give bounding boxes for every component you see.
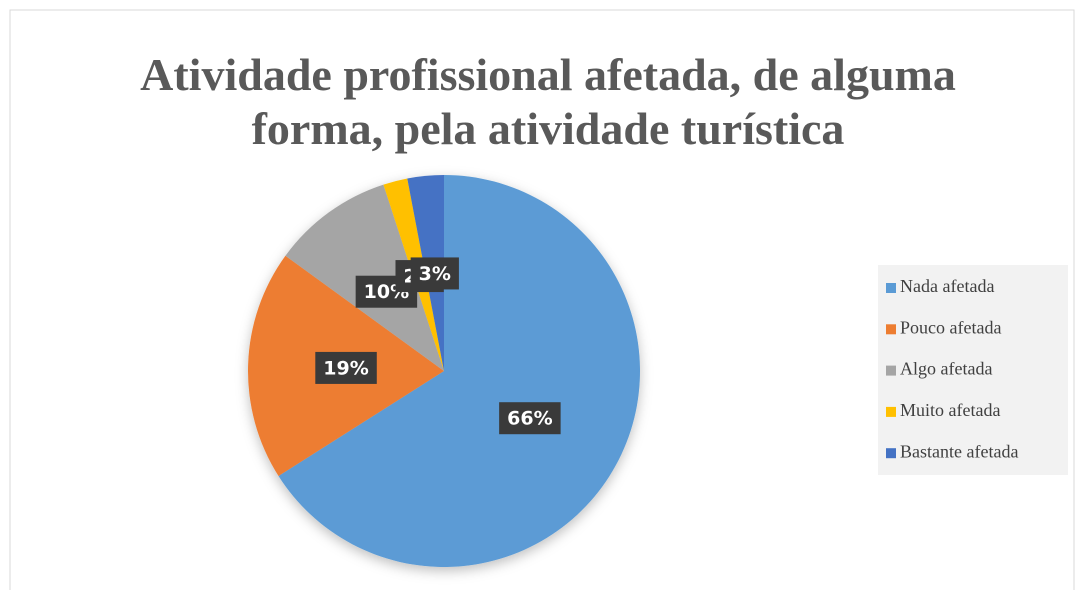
data-label-box (315, 351, 377, 384)
legend-label: Pouco afetada (900, 317, 1001, 337)
legend (878, 265, 1068, 475)
legend-swatch (886, 324, 896, 335)
legend-label: Nada afetada (900, 276, 994, 296)
data-label: 19% (323, 357, 368, 379)
pie (248, 175, 640, 567)
data-label-box (499, 402, 561, 435)
legend-swatch (886, 283, 896, 293)
chart-title: Atividade profissional afetada, de algum… (140, 49, 956, 100)
legend-label: Muito afetada (900, 400, 1000, 420)
data-labels: 66%19%10%2%3% (315, 257, 561, 435)
data-label-box (410, 257, 459, 290)
legend-items: Nada afetada Pouco afetada Algo afetada Mui… (886, 276, 1018, 461)
legend-swatch (886, 448, 896, 459)
legend-label: Bastante afetada (900, 441, 1018, 461)
pie-slice (278, 175, 640, 567)
legend-swatch (886, 406, 896, 417)
chart-title: forma, pela atividade turística (252, 103, 845, 154)
legend-label: Algo afetada (900, 359, 992, 379)
data-label: 66% (507, 408, 552, 430)
legend-swatch (886, 365, 896, 376)
data-label: 3% (419, 263, 451, 285)
